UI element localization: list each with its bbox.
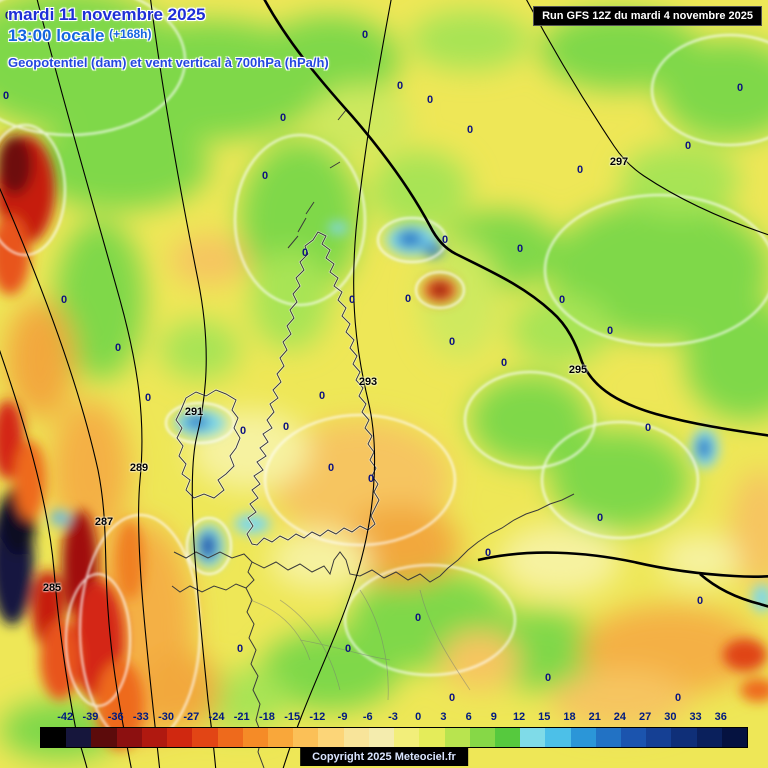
map-header: mardi 11 novembre 2025 13:00 locale (+16… xyxy=(8,4,329,71)
colorbar-ticks: -42 -39 -36 -33 -30 -27 -24 -21 -18 -15 -12 -9 -6 -3 0… xyxy=(0,711,768,725)
colorbar-segment xyxy=(368,728,395,747)
colorbar-tick-label: -30 xyxy=(158,711,175,723)
colorbar-segment xyxy=(242,728,268,747)
colorbar-segment xyxy=(646,728,672,747)
colorbar-tick-label: -21 xyxy=(233,711,250,723)
colorbar-tick-label: 3 xyxy=(440,711,447,723)
colorbar-segment xyxy=(570,728,596,747)
colorbar-tick-label: 0 xyxy=(415,711,422,723)
colorbar-segment xyxy=(469,728,495,747)
colorbar-tick-label: 36 xyxy=(714,711,727,723)
forecast-offset: (+168h) xyxy=(109,27,152,42)
colorbar-tick-label: -15 xyxy=(284,711,301,723)
colorbar-segment xyxy=(621,728,647,747)
colorbar-segment xyxy=(671,728,697,747)
colorbar-tick-label: 21 xyxy=(588,711,601,723)
colorbar-segment xyxy=(444,728,470,747)
colorbar-tick-label: -39 xyxy=(82,711,99,723)
colorbar-tick-label: -9 xyxy=(337,711,348,723)
colorbar-tick-label: -42 xyxy=(57,711,74,723)
colorbar-tick-label: -24 xyxy=(208,711,225,723)
copyright: Copyright 2025 Meteociel.fr xyxy=(300,748,468,766)
colorbar-tick-label: -6 xyxy=(362,711,373,723)
colorbar-segment xyxy=(520,728,546,747)
colorbar-tick-label: 9 xyxy=(490,711,497,723)
colorbar-segment xyxy=(721,728,748,747)
colorbar-tick-label: 12 xyxy=(512,711,526,723)
colorbar-segment xyxy=(595,728,622,747)
colorbar-tick-label: 6 xyxy=(465,711,472,723)
colorbar-segment xyxy=(545,728,571,747)
colorbar xyxy=(40,727,748,748)
forecast-time-line: 13:00 locale (+168h) xyxy=(8,25,329,46)
colorbar-segment xyxy=(343,728,369,747)
colorbar-tick-label: -27 xyxy=(183,711,200,723)
colorbar-segment xyxy=(66,728,92,747)
colorbar-tick-label: -18 xyxy=(258,711,275,723)
colorbar-segment xyxy=(217,728,243,747)
map-subtitle: Geopotentiel (dam) et vent vertical à 70… xyxy=(8,54,329,70)
colorbar-segment xyxy=(141,728,168,747)
colorbar-segment xyxy=(318,728,344,747)
colorbar-tick-label: 18 xyxy=(563,711,576,723)
colorbar-segment xyxy=(293,728,319,747)
colorbar-tick-label: 15 xyxy=(538,711,551,723)
colorbar-segment xyxy=(192,728,218,747)
colorbar-segment xyxy=(116,728,142,747)
colorbar-tick-label: -3 xyxy=(388,711,398,723)
colorbar-tick-label: 33 xyxy=(689,711,702,723)
colorbar-segment xyxy=(267,728,294,747)
colorbar-tick-label: 27 xyxy=(639,711,652,723)
colorbar-segment xyxy=(394,728,420,747)
zero-velocity-contours xyxy=(0,0,768,746)
forecast-time: 13:00 locale xyxy=(8,26,105,46)
colorbar-segment xyxy=(696,728,722,747)
colorbar-segment xyxy=(41,728,67,747)
colorbar-tick-label: -12 xyxy=(309,711,326,723)
region-borders xyxy=(249,589,471,701)
colorbar-segment xyxy=(167,728,193,747)
colorbar-tick-label: -33 xyxy=(132,711,149,723)
forecast-date: mardi 11 novembre 2025 xyxy=(8,5,206,24)
colorbar-tick-label: 24 xyxy=(613,711,627,723)
run-info-badge: Run GFS 12Z du mardi 4 novembre 2025 xyxy=(533,6,762,26)
colorbar-segment xyxy=(91,728,117,747)
colorbar-segment xyxy=(419,728,445,747)
colorbar-tick-label: 30 xyxy=(664,711,677,723)
colorbar-segment xyxy=(494,728,521,747)
colorbar-tick-label: -36 xyxy=(107,711,124,723)
